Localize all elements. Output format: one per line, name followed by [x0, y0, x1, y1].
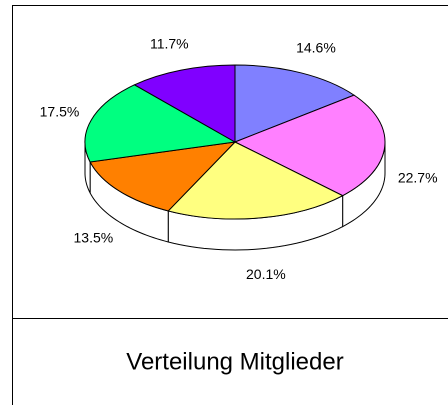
pie-slice [167, 141, 344, 220]
pie-slice [89, 141, 237, 212]
labels: 14.6% 22.7% 20.1% 13.5% 17.5% 11.7% [40, 36, 438, 282]
pie [84, 64, 386, 251]
data-label: 13.5% [74, 230, 114, 246]
data-label: 20.1% [246, 266, 286, 282]
data-label: 22.7% [398, 170, 438, 186]
data-label: 17.5% [40, 103, 80, 119]
pie-slice [233, 94, 386, 197]
pie-slice [133, 64, 236, 143]
pie-slice [84, 84, 237, 163]
pie-slice [234, 64, 356, 143]
chart-title: Verteilung Mitglieder [126, 348, 343, 375]
data-label: 14.6% [296, 39, 336, 55]
data-label: 11.7% [150, 36, 189, 52]
